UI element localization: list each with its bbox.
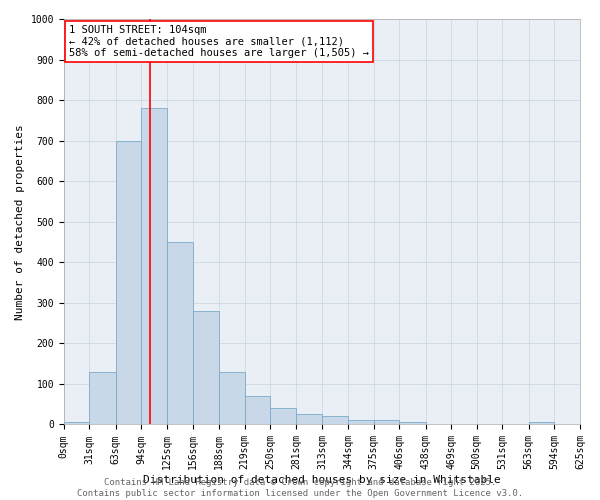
Y-axis label: Number of detached properties: Number of detached properties — [15, 124, 25, 320]
Bar — [529, 422, 554, 424]
Bar — [116, 140, 142, 424]
Bar — [89, 372, 116, 424]
X-axis label: Distribution of detached houses by size in Whitstable: Distribution of detached houses by size … — [143, 475, 501, 485]
Bar — [142, 108, 167, 424]
Bar — [219, 372, 245, 424]
Bar — [296, 414, 322, 424]
Bar — [245, 396, 270, 424]
Bar — [270, 408, 296, 424]
Bar — [322, 416, 348, 424]
Bar — [64, 422, 89, 424]
Bar — [374, 420, 399, 424]
Bar — [348, 420, 374, 424]
Bar — [167, 242, 193, 424]
Bar — [399, 422, 425, 424]
Text: Contains HM Land Registry data © Crown copyright and database right 2025.
Contai: Contains HM Land Registry data © Crown c… — [77, 478, 523, 498]
Text: 1 SOUTH STREET: 104sqm
← 42% of detached houses are smaller (1,112)
58% of semi-: 1 SOUTH STREET: 104sqm ← 42% of detached… — [69, 25, 369, 58]
Bar — [193, 311, 219, 424]
